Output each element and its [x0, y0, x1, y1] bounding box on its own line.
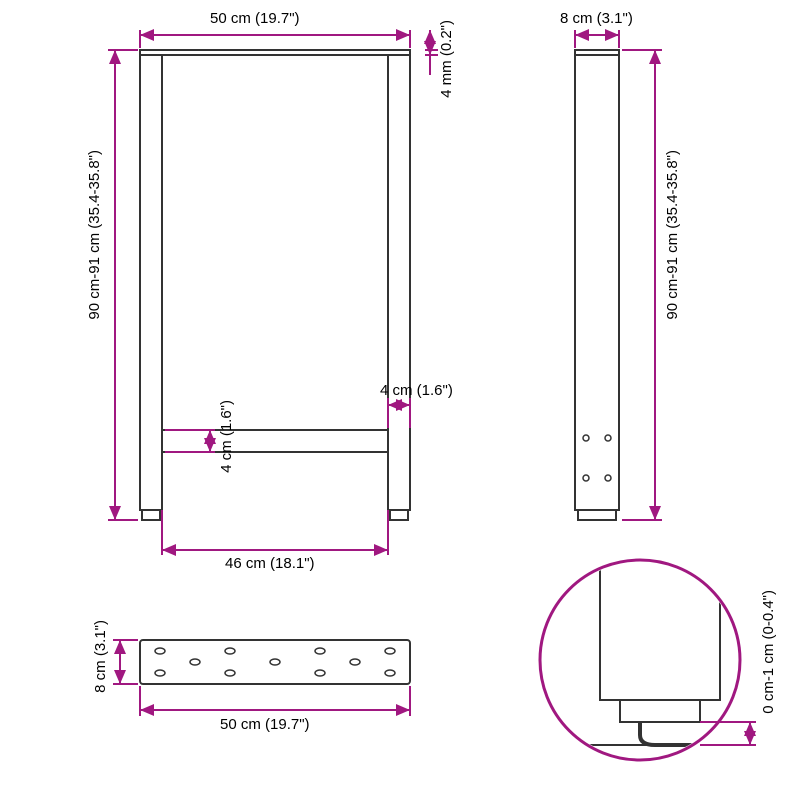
dim-leg-width: 4 cm (1.6") — [380, 382, 453, 399]
dim-thickness-top: 4 mm (0.2") — [438, 20, 455, 98]
dim-width-top: 50 cm (19.7") — [210, 10, 300, 27]
dim-crossbar-height: 4 cm (1.6") — [218, 400, 235, 473]
dim-depth-side: 8 cm (3.1") — [560, 10, 633, 27]
dim-bottom-width: 50 cm (19.7") — [220, 716, 310, 733]
dim-height-main: 90 cm-91 cm (35.4-35.8") — [86, 150, 103, 320]
dim-bottom-depth: 8 cm (3.1") — [92, 620, 109, 693]
dim-inner-width: 46 cm (18.1") — [225, 555, 315, 572]
dim-height-side: 90 cm-91 cm (35.4-35.8") — [664, 150, 681, 320]
dim-foot-adjust: 0 cm-1 cm (0-0.4") — [760, 590, 777, 714]
